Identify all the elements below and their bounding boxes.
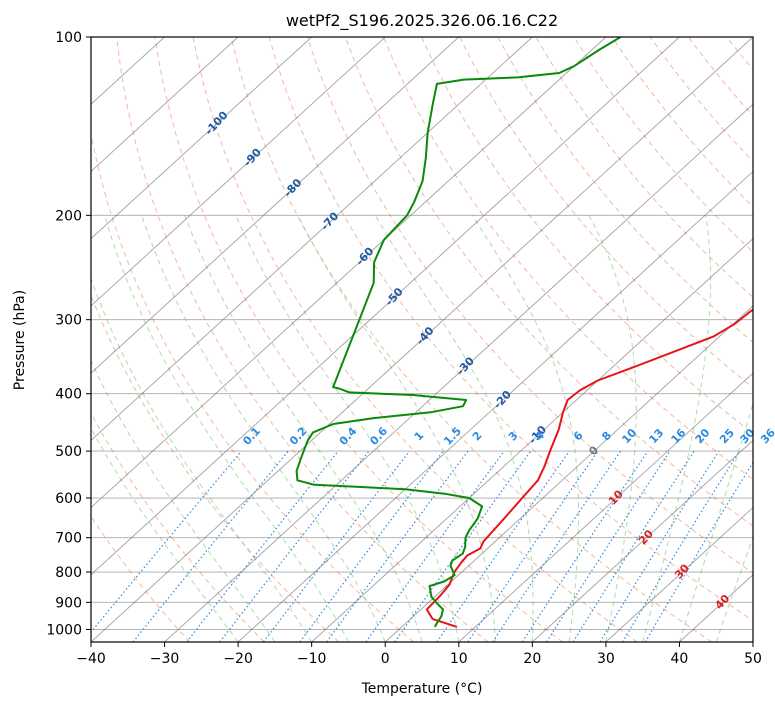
y-tick-label: 900 [55, 595, 82, 611]
axes-ticks: −40 −30 −20 −10 0 10 20 30 40 50 100 200 300 400 500 60… [46, 30, 762, 667]
x-tick-label: 40 [671, 651, 689, 667]
mixing-ratio-line [299, 450, 444, 642]
mixing-ratio-line [622, 450, 740, 642]
x-tick-label: 0 [381, 651, 390, 667]
dry-adiabat [306, 37, 753, 574]
moist-adiabat [235, 215, 460, 642]
x-tick-label: −10 [297, 651, 327, 667]
dry-adiabat [91, 293, 340, 642]
dry-adiabat [268, 37, 753, 622]
isotherm [91, 37, 753, 642]
isotherm [91, 37, 607, 509]
mixing-ratio-line [436, 450, 570, 642]
moist-adiabat [184, 215, 423, 642]
isotherm [458, 372, 753, 642]
x-tick-label: 50 [744, 651, 762, 667]
mixing-ratio-line [521, 450, 649, 642]
y-tick-label: 600 [55, 491, 82, 507]
y-tick-label: 1000 [46, 622, 82, 638]
isotherm [91, 37, 312, 240]
temperature-profile-line [425, 308, 753, 628]
series-layer [295, 37, 753, 628]
isotherm [311, 238, 753, 642]
isotherm [237, 170, 753, 642]
x-tick-label: 10 [450, 651, 468, 667]
moist-adiabat [374, 215, 534, 642]
isotherm [91, 37, 460, 374]
chart-title: wetPf2_S196.2025.326.06.16.C22 [286, 11, 558, 31]
y-axis-label: Pressure (hPa) [12, 290, 28, 390]
moist-adiabat [678, 401, 753, 642]
isotherm [605, 506, 753, 642]
mixing-ratio-line [186, 450, 339, 642]
mixing-ratio-line [546, 450, 671, 642]
isotherm [91, 37, 239, 173]
mixing-ratio-line [91, 450, 242, 633]
x-tick-label: 20 [523, 651, 541, 667]
x-tick-label: 30 [597, 651, 615, 667]
x-axis-label: Temperature (°C) [361, 681, 483, 697]
mixing-ratio-line [326, 450, 469, 642]
mixing-ratio-line [572, 450, 695, 642]
dry-adiabat [154, 37, 563, 642]
isotherm [91, 37, 680, 576]
y-tick-label: 400 [55, 387, 82, 403]
moist-adiabat [91, 359, 276, 642]
x-tick-label: −30 [150, 651, 180, 667]
y-tick-label: 700 [55, 531, 82, 547]
mixing-ratio-line [263, 450, 410, 642]
moist-adiabat [642, 215, 712, 642]
y-tick-label: 100 [55, 30, 82, 46]
moist-adiabat [104, 215, 349, 642]
mixing-ratio-line [132, 450, 289, 642]
dry-adiabat [459, 37, 753, 389]
moist-adiabat [141, 215, 386, 642]
mixing-ratio-line [394, 450, 532, 642]
x-tick-label: −20 [223, 651, 253, 667]
dry-adiabat [91, 515, 191, 642]
y-tick-label: 200 [55, 208, 82, 224]
y-tick-label: 500 [55, 444, 82, 460]
mixing-ratio-line [599, 450, 720, 642]
dry-adiabat [116, 37, 489, 642]
isotherm [164, 103, 753, 642]
moist-adiabat [91, 277, 313, 642]
moist-adiabat [91, 427, 239, 642]
mixing-ratio-line [467, 450, 599, 642]
mixing-ratio-line [365, 450, 505, 642]
dewpoint-profile-line [295, 37, 622, 628]
y-tick-label: 300 [55, 313, 82, 329]
x-tick-label: −40 [76, 651, 106, 667]
dry-adiabat [192, 37, 638, 642]
background-grid [91, 37, 753, 642]
isotherm [91, 37, 533, 441]
y-tick-label: 800 [55, 565, 82, 581]
isotherm [532, 439, 753, 642]
isotherm [384, 305, 753, 642]
dry-adiabat [497, 37, 753, 344]
plot-frame [90, 36, 754, 643]
dry-adiabat [91, 412, 265, 642]
moist-adiabat [588, 215, 637, 642]
moist-adiabat [715, 535, 753, 642]
isotherm [91, 37, 386, 307]
mixing-ratio-line [492, 450, 622, 642]
